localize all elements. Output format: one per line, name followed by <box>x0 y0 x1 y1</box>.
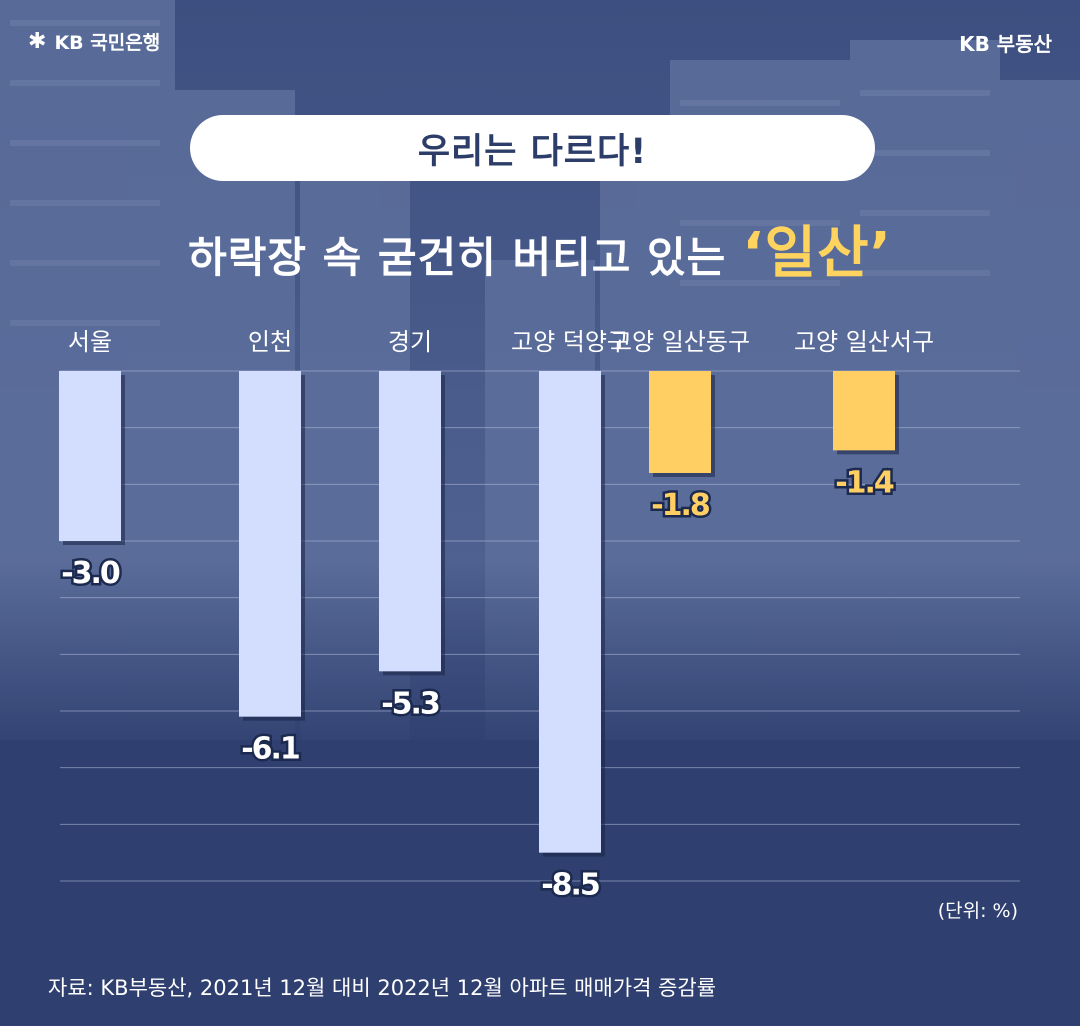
bar <box>379 371 441 672</box>
kb-kookmin-logo: ✱ KB 국민은행 <box>28 28 160 55</box>
category-label: 고양 덕양구 <box>511 328 629 356</box>
category-label: 인천 <box>248 328 292 356</box>
kb-realestate-logo: KB 부동산 <box>959 32 1052 56</box>
source-note: 자료: KB부동산, 2021년 12월 대비 2022년 12월 아파트 매매… <box>48 976 717 1000</box>
value-label: -6.1 <box>241 732 299 767</box>
value-label: -5.3 <box>381 686 439 721</box>
category-label: 경기 <box>388 328 432 356</box>
headline-text: 하락장 속 굳건히 버티고 있는 <box>188 233 727 282</box>
unit-label: (단위: %) <box>937 900 1018 922</box>
category-label: 고양 일산동구 <box>610 328 750 356</box>
value-label: -8.5 <box>541 868 599 903</box>
headline: 하락장 속 굳건히 버티고 있는 ‘일산’ <box>0 208 1080 289</box>
bar <box>649 371 711 473</box>
bar <box>59 371 121 541</box>
bar <box>539 371 601 853</box>
kb-star-icon: ✱ <box>28 29 47 54</box>
brand-left-text: KB 국민은행 <box>54 32 161 54</box>
bar <box>833 371 895 451</box>
value-label: -1.4 <box>835 465 894 500</box>
value-label: -1.8 <box>651 488 710 523</box>
bar <box>239 371 301 717</box>
value-label: -3.0 <box>61 556 120 591</box>
header-pill: 우리는 다르다! <box>190 115 875 181</box>
headline-highlight: ‘일산’ <box>742 221 892 286</box>
category-label: 서울 <box>68 328 112 356</box>
category-label: 고양 일산서구 <box>794 328 934 356</box>
